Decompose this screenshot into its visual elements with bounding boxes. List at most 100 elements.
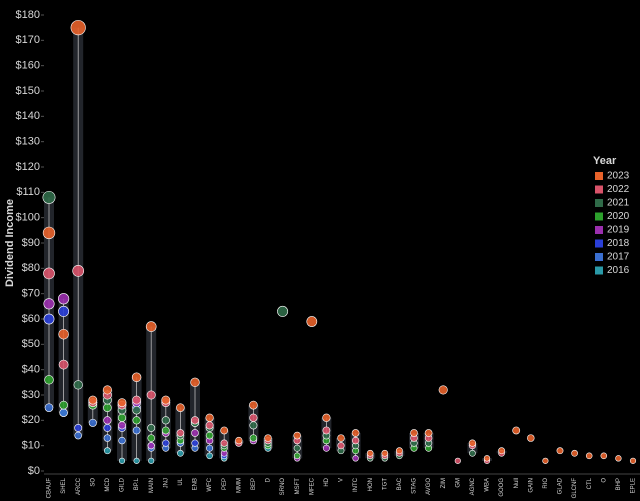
data-point (235, 436, 243, 445)
legend-swatch (595, 226, 603, 234)
data-point (88, 418, 97, 427)
data-point (483, 455, 491, 462)
x-tick-label: SHEL (61, 477, 67, 493)
y-tick-label: $120 (16, 161, 40, 173)
legend-swatch (595, 253, 603, 261)
x-tick-label: BAC (397, 477, 403, 490)
x-tick-label: MSFT (295, 478, 301, 495)
data-point (395, 447, 403, 455)
data-point (58, 305, 70, 317)
data-point (132, 395, 142, 405)
y-tick-label: $70 (22, 288, 40, 300)
x-tick-label: BP.L (134, 477, 140, 490)
data-point (43, 298, 55, 310)
data-point (600, 452, 608, 460)
data-point (381, 449, 389, 457)
x-tick-label: INTC (353, 477, 359, 492)
data-point (498, 447, 506, 455)
x-tick-label: STAG (412, 478, 418, 494)
x-tick-label: CTL (587, 477, 593, 489)
x-tick-label: ZIM (441, 478, 447, 488)
y-tick-label: $20 (22, 414, 40, 426)
data-point (629, 457, 637, 464)
legend-swatch (595, 239, 603, 248)
data-point (337, 434, 345, 442)
data-point (117, 398, 127, 407)
data-point (205, 431, 214, 440)
data-point (146, 390, 156, 400)
legend-swatch (595, 266, 603, 275)
data-point (132, 426, 141, 435)
x-tick-label: JNJ (163, 478, 169, 488)
data-point (205, 421, 214, 430)
y-tick-label: $80 (22, 262, 40, 274)
legend-label: 2018 (607, 238, 630, 249)
data-point (44, 375, 54, 385)
x-tick-label: O (601, 478, 607, 483)
y-tick-label: $50 (22, 338, 40, 350)
x-tick-label: GLCNF (572, 478, 578, 499)
legend-label: 2016 (607, 265, 630, 276)
x-tick-label: AVGO (426, 478, 432, 495)
y-tick-label: $40 (22, 364, 40, 376)
legend-label: 2021 (607, 198, 630, 209)
data-point (145, 321, 157, 332)
data-point (58, 293, 70, 305)
data-point (42, 226, 56, 240)
data-point (293, 431, 301, 440)
data-point (205, 413, 214, 422)
x-tick-label: SO (90, 478, 96, 487)
data-point (148, 457, 155, 464)
data-point (424, 429, 433, 437)
data-point (70, 20, 86, 36)
x-tick-label: MAIN (149, 478, 155, 493)
x-tick-label: MFEC (309, 477, 315, 495)
x-tick-label: TGT (382, 478, 388, 490)
data-point (352, 455, 359, 462)
data-point (249, 413, 258, 422)
x-tick-label: PEP (222, 478, 228, 490)
data-point (571, 449, 578, 457)
data-point (322, 444, 330, 452)
x-tick-label: RIO (543, 478, 549, 489)
data-point (176, 429, 185, 437)
legend-title: Year (593, 155, 617, 167)
legend-label: 2023 (607, 171, 630, 182)
legend-label: 2017 (607, 252, 630, 263)
data-point (118, 421, 126, 430)
data-point (277, 305, 289, 317)
data-point (133, 457, 140, 464)
data-point (306, 316, 318, 327)
data-point (190, 377, 200, 387)
data-point (542, 457, 549, 464)
data-point (103, 416, 112, 425)
data-point (59, 408, 68, 417)
data-point (322, 426, 331, 435)
data-point (73, 380, 83, 390)
x-tick-label: WBA (485, 478, 491, 492)
legend-swatch (595, 172, 603, 180)
legend-swatch (595, 185, 603, 194)
x-tick-label: BHP (616, 478, 622, 490)
x-tick-label: D (266, 477, 272, 482)
data-point (177, 449, 184, 457)
y-tick-label: $110 (16, 186, 40, 198)
x-tick-label: ENB (193, 478, 199, 490)
data-point (556, 447, 564, 455)
y-tick-label: $130 (16, 136, 40, 148)
x-tick-label: AGNC (470, 477, 476, 495)
data-point (220, 426, 229, 435)
data-point (206, 444, 214, 452)
x-tick-label: UL (178, 477, 184, 485)
data-point (191, 429, 199, 437)
x-tick-label: GOOG (499, 478, 505, 497)
data-point (103, 447, 111, 455)
data-point (43, 313, 55, 325)
data-point (337, 442, 345, 450)
data-point (293, 444, 301, 452)
data-point (527, 434, 535, 442)
y-tick-label: $0 (28, 465, 40, 477)
data-point (468, 439, 477, 447)
data-point (351, 429, 360, 437)
